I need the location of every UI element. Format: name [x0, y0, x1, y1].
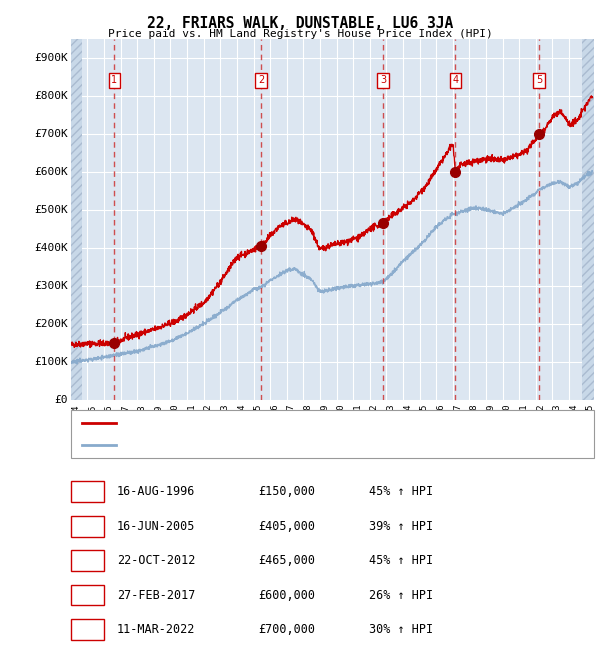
Text: 2017: 2017	[453, 404, 462, 425]
Text: 2023: 2023	[553, 404, 562, 425]
Text: 2022: 2022	[536, 404, 545, 425]
Text: 2002: 2002	[203, 404, 212, 425]
Text: 2007: 2007	[287, 404, 296, 425]
Text: 1997: 1997	[121, 404, 130, 425]
Text: 4: 4	[84, 589, 91, 602]
Text: 2021: 2021	[519, 404, 528, 425]
Text: 3: 3	[380, 75, 386, 86]
Text: 2013: 2013	[386, 404, 395, 425]
Text: 2020: 2020	[503, 404, 512, 425]
Text: 45% ↑ HPI: 45% ↑ HPI	[369, 485, 433, 499]
Text: £900K: £900K	[34, 53, 68, 63]
Text: £150,000: £150,000	[258, 485, 315, 499]
Text: 26% ↑ HPI: 26% ↑ HPI	[369, 589, 433, 602]
Text: £200K: £200K	[34, 318, 68, 329]
Text: 2018: 2018	[469, 404, 478, 425]
Text: £800K: £800K	[34, 91, 68, 101]
Text: 2019: 2019	[486, 404, 495, 425]
Text: 27-FEB-2017: 27-FEB-2017	[117, 589, 196, 602]
Text: £600K: £600K	[34, 167, 68, 177]
Text: 22-OCT-2012: 22-OCT-2012	[117, 554, 196, 567]
Bar	[71, 39, 82, 400]
Text: 45% ↑ HPI: 45% ↑ HPI	[369, 554, 433, 567]
Text: 2014: 2014	[403, 404, 412, 425]
Text: 16-JUN-2005: 16-JUN-2005	[117, 520, 196, 533]
Text: 2012: 2012	[370, 404, 379, 425]
Text: 1: 1	[84, 485, 91, 499]
Text: 2016: 2016	[436, 404, 445, 425]
Text: 1995: 1995	[88, 404, 97, 425]
Text: Price paid vs. HM Land Registry's House Price Index (HPI): Price paid vs. HM Land Registry's House …	[107, 29, 493, 38]
Text: £500K: £500K	[34, 205, 68, 215]
Text: 30% ↑ HPI: 30% ↑ HPI	[369, 623, 433, 636]
Text: 5: 5	[536, 75, 542, 86]
Text: 4: 4	[452, 75, 458, 86]
Text: 2010: 2010	[337, 404, 346, 425]
Text: 2025: 2025	[586, 404, 595, 425]
Text: 22, FRIARS WALK, DUNSTABLE, LU6 3JA (detached house): 22, FRIARS WALK, DUNSTABLE, LU6 3JA (det…	[122, 418, 447, 428]
Text: 39% ↑ HPI: 39% ↑ HPI	[369, 520, 433, 533]
Text: £700K: £700K	[34, 129, 68, 139]
Text: 2001: 2001	[187, 404, 196, 425]
Text: 2000: 2000	[170, 404, 179, 425]
Text: £100K: £100K	[34, 357, 68, 367]
Text: 11-MAR-2022: 11-MAR-2022	[117, 623, 196, 636]
Text: 2006: 2006	[270, 404, 279, 425]
Text: £300K: £300K	[34, 281, 68, 291]
Text: 2004: 2004	[237, 404, 246, 425]
Text: £465,000: £465,000	[258, 554, 315, 567]
Bar	[583, 39, 594, 400]
Text: 2009: 2009	[320, 404, 329, 425]
Text: 2005: 2005	[254, 404, 263, 425]
Text: £600,000: £600,000	[258, 589, 315, 602]
Text: 2: 2	[258, 75, 264, 86]
Text: £700,000: £700,000	[258, 623, 315, 636]
Text: 5: 5	[84, 623, 91, 636]
Text: 22, FRIARS WALK, DUNSTABLE, LU6 3JA: 22, FRIARS WALK, DUNSTABLE, LU6 3JA	[147, 16, 453, 31]
Text: £0: £0	[55, 395, 68, 405]
Text: 2015: 2015	[419, 404, 428, 425]
Text: 1996: 1996	[104, 404, 113, 425]
Text: £405,000: £405,000	[258, 520, 315, 533]
Text: 2: 2	[84, 520, 91, 533]
Text: 1999: 1999	[154, 404, 163, 425]
Text: 2003: 2003	[220, 404, 229, 425]
Text: £400K: £400K	[34, 243, 68, 253]
Text: 16-AUG-1996: 16-AUG-1996	[117, 485, 196, 499]
Text: 1998: 1998	[137, 404, 146, 425]
Text: HPI: Average price, detached house, Central Bedfordshire: HPI: Average price, detached house, Cent…	[122, 440, 472, 450]
Text: 1: 1	[111, 75, 118, 86]
Text: 2024: 2024	[569, 404, 578, 425]
Text: 3: 3	[84, 554, 91, 567]
Text: 1994: 1994	[71, 404, 80, 425]
Text: 2011: 2011	[353, 404, 362, 425]
Text: 2008: 2008	[304, 404, 313, 425]
